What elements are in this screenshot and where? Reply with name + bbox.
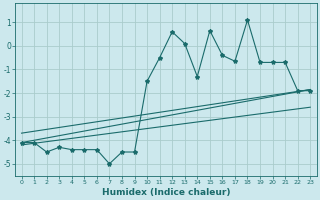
X-axis label: Humidex (Indice chaleur): Humidex (Indice chaleur) [102,188,230,197]
